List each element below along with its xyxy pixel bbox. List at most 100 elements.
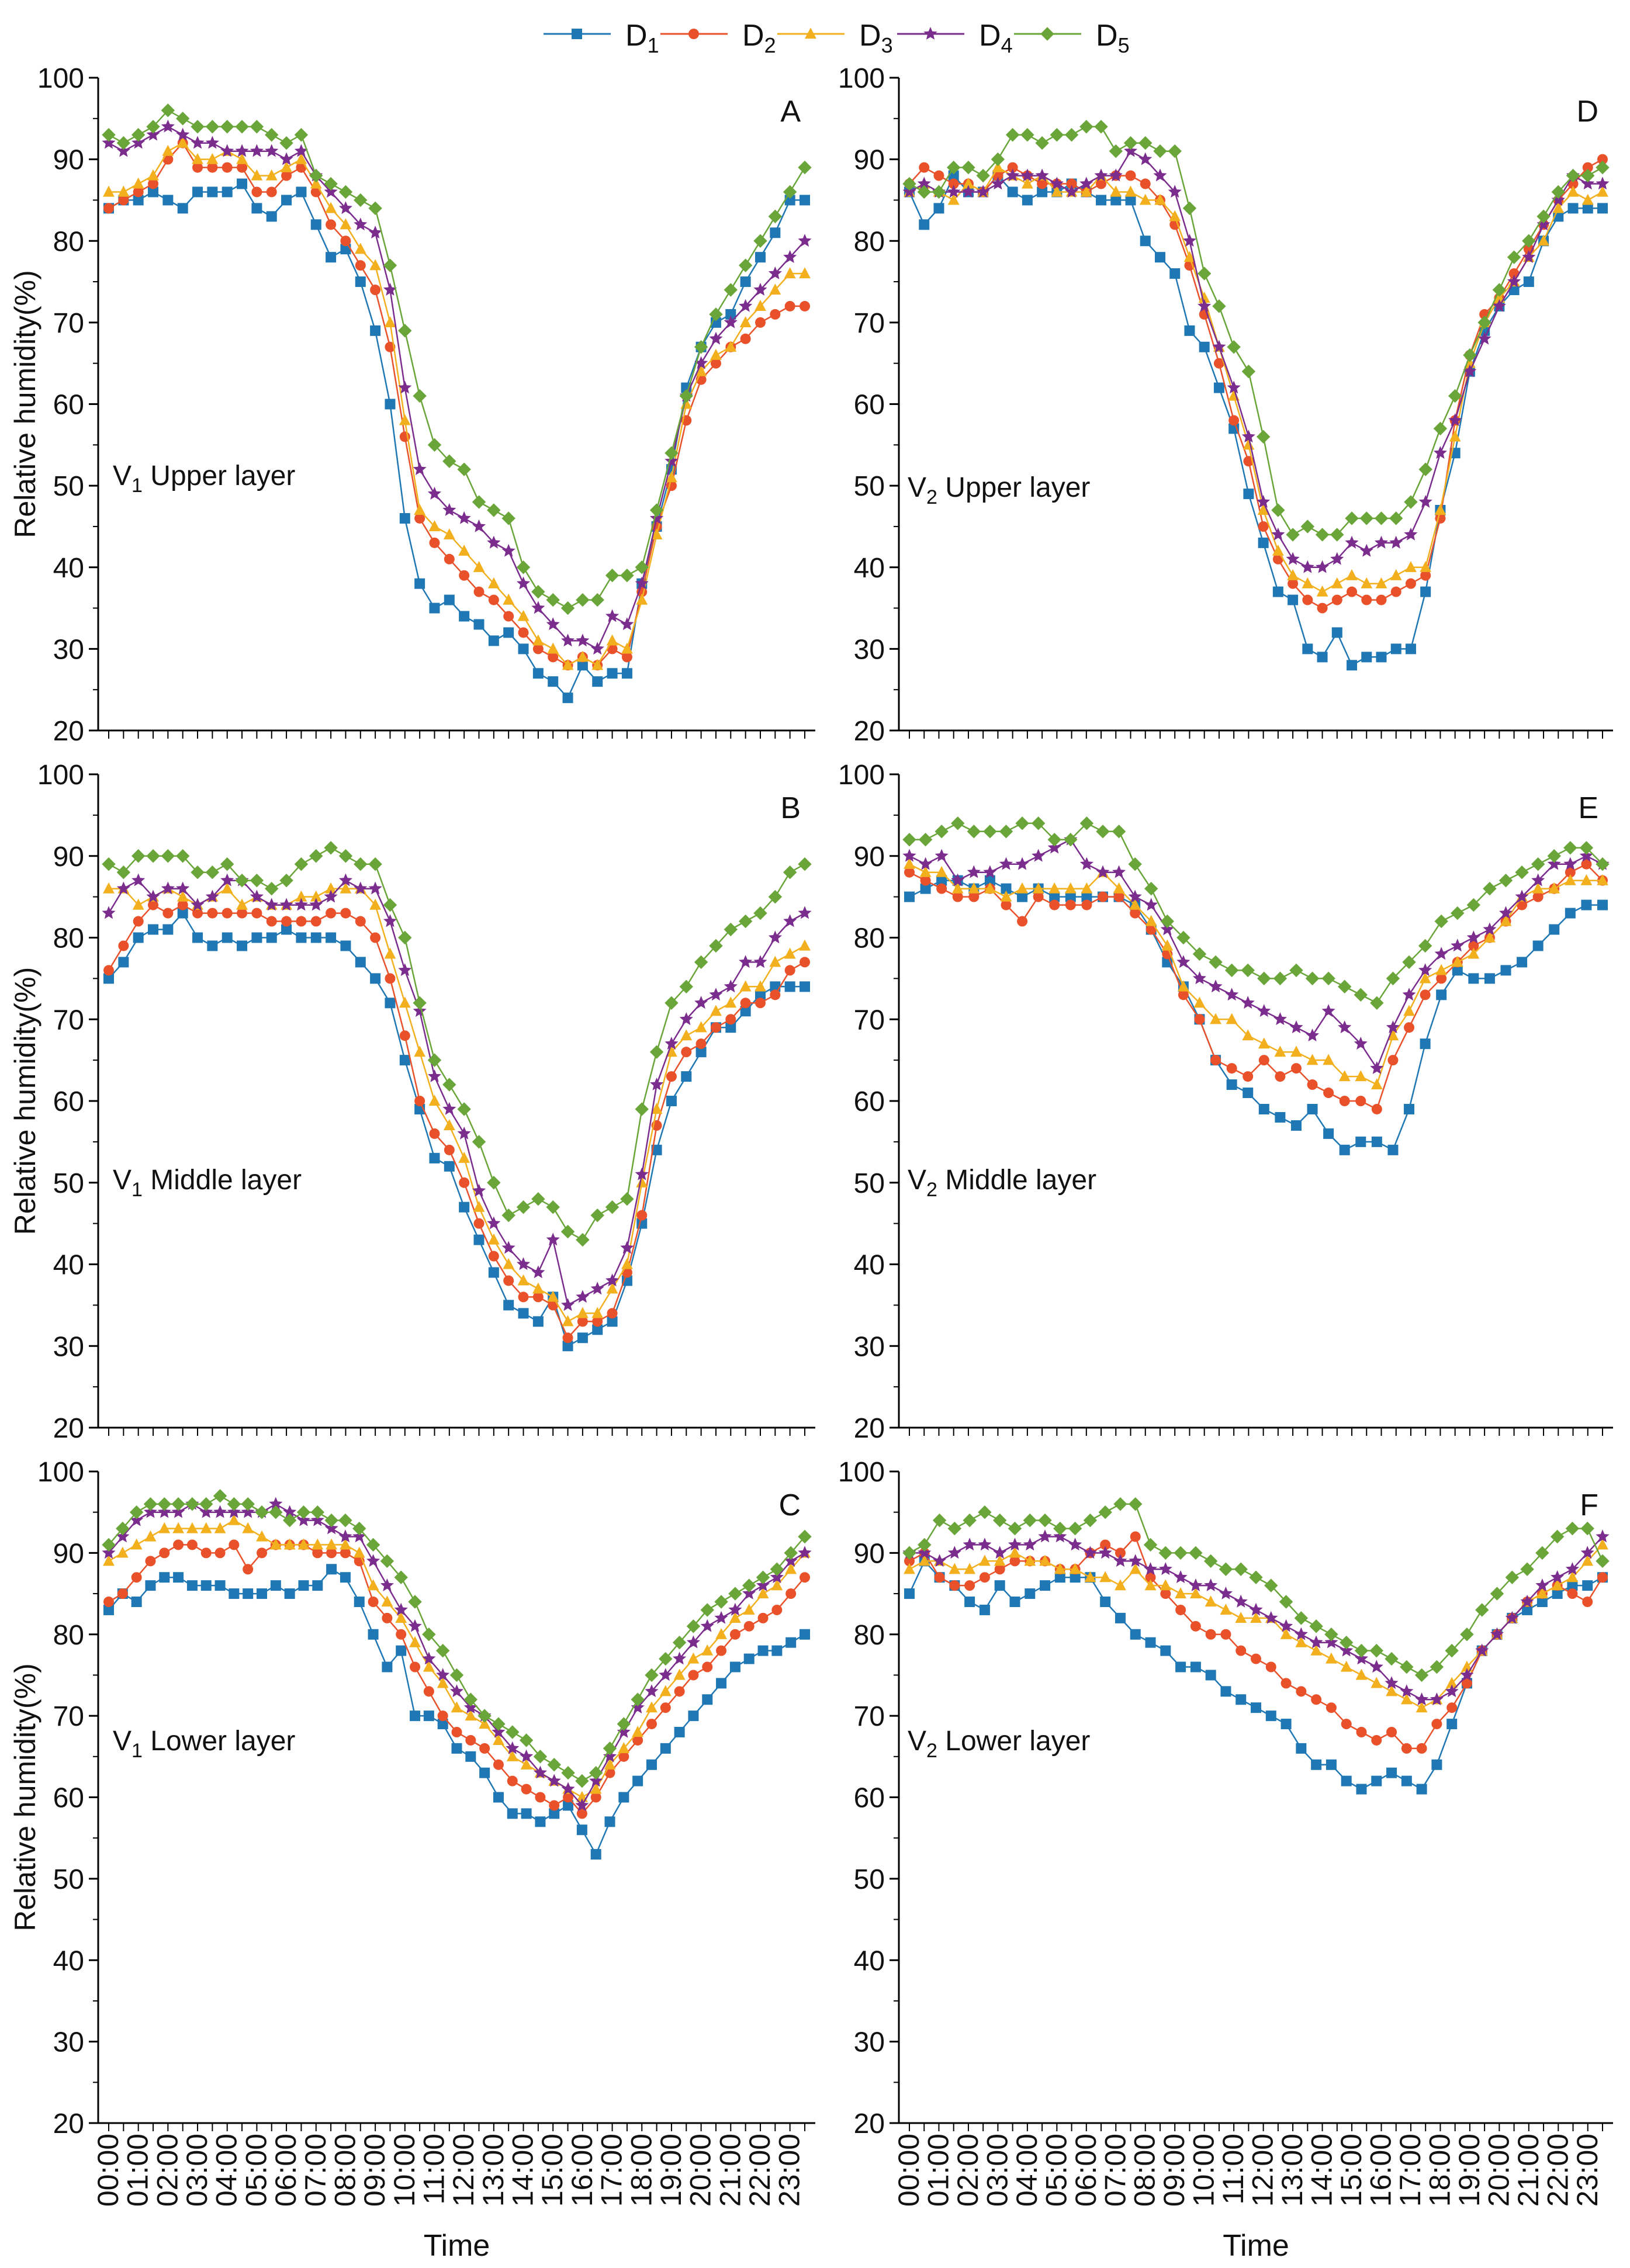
data-point-D1 [1356,1784,1367,1795]
data-point-D4 [783,250,797,263]
data-point-D2 [1420,989,1431,1000]
data-point-D5 [672,1635,687,1650]
data-point-D5 [1369,1643,1383,1658]
data-point-D1 [1184,325,1195,336]
data-point-D1 [632,1775,643,1786]
data-point-D3 [963,177,974,189]
data-point-D3 [1567,185,1579,197]
data-point-D5 [1321,971,1335,986]
data-point-D3 [269,1538,282,1550]
data-point-D1 [800,981,810,992]
data-point-D4 [650,1077,664,1090]
data-point-D3 [1597,1538,1608,1550]
data-point-D1 [740,276,751,288]
y-tick-label: 70 [854,308,885,339]
x-tick-label: 09:00 [358,2134,391,2207]
legend-label-d5: D5 [1096,19,1130,57]
data-point-D3 [1386,1685,1397,1696]
data-point-D1 [1532,940,1544,951]
data-point-D5 [917,185,931,199]
series-D4 [902,144,1610,573]
data-point-D2 [1356,1727,1367,1737]
data-point-D1 [131,1597,142,1607]
data-point-D3 [784,267,796,279]
data-point-D3 [951,882,964,894]
panel-D: 20 30 40 50 60 70 80 90 100 D V2 Upper layer [838,63,1613,747]
x-tick-label: 21:00 [1512,2134,1545,2207]
data-point-D5 [620,569,634,583]
data-point-D4 [1492,299,1506,312]
data-point-D2 [1258,1055,1269,1066]
data-point-D3 [771,1579,783,1591]
data-point-D1 [493,1792,504,1803]
data-point-D2 [1100,1539,1111,1550]
data-point-D5 [1551,185,1565,199]
data-point-D1 [1597,899,1608,910]
data-point-D2 [1461,1678,1472,1689]
data-point-D3 [1548,882,1560,894]
data-point-D3 [984,882,996,894]
data-point-D5 [413,996,427,1010]
data-point-D4 [235,144,249,157]
y-tick-label: 70 [53,1005,84,1036]
data-point-D4 [1113,1554,1127,1567]
data-point-D1 [743,1653,755,1664]
series-D2 [904,1531,1608,1754]
data-point-D1 [103,1604,114,1615]
data-point-D5 [1483,881,1497,896]
data-point-D4 [442,1102,456,1115]
data-point-D4 [116,1529,130,1543]
data-point-D3 [1564,874,1576,885]
data-point-D3 [1242,1029,1254,1041]
data-point-D5 [338,849,353,863]
data-point-D2 [507,1775,518,1786]
data-point-D3 [1449,430,1461,442]
data-point-D4 [1345,535,1359,549]
data-point-D2 [370,285,381,296]
data-point-D2 [702,1661,713,1673]
data-point-D2 [592,1316,603,1327]
y-tick-label: 20 [854,1413,885,1444]
data-point-D3 [1434,504,1446,515]
layer-label-main: V [113,1726,131,1757]
data-point-D5 [590,593,604,607]
data-point-D2 [177,899,188,910]
legend-label-d2: D2 [742,19,776,57]
data-point-D1 [162,924,174,935]
data-point-D4 [1340,1643,1354,1657]
data-point-D4 [368,226,382,239]
y-tick-label: 100 [37,1457,84,1488]
data-point-D3 [200,1522,212,1533]
y-tick-label: 90 [854,145,885,176]
data-point-D5 [1490,1587,1504,1601]
data-point-D1 [1523,276,1534,288]
data-point-D4 [1547,857,1561,870]
data-point-D3 [1536,1587,1548,1599]
data-point-D2 [148,899,159,910]
data-point-D5 [1047,833,1061,847]
x-axis-label: Time [1223,2229,1289,2263]
data-point-D2 [755,317,766,328]
data-point-D5 [368,857,382,871]
data-point-D3 [1435,964,1448,975]
data-point-D3 [650,1103,663,1114]
panel-letter: D [1576,95,1598,129]
data-point-D1 [1387,1144,1399,1155]
data-point-D4 [1008,1538,1022,1551]
data-point-D2 [904,867,915,878]
data-point-D5 [617,1717,631,1731]
legend-label-main: D [742,19,764,53]
data-point-D4 [1580,1546,1594,1559]
data-point-D4 [1354,1037,1368,1050]
data-point-D2 [473,586,484,597]
data-point-D5 [798,857,812,871]
data-point-D5 [279,873,293,888]
data-point-D3 [1295,1636,1307,1647]
data-point-D5 [561,1765,575,1780]
data-point-D3 [992,161,1004,172]
data-point-D1 [355,276,366,288]
data-point-D4 [547,1774,561,1787]
data-point-D1 [1290,1120,1302,1131]
data-point-D1 [444,594,455,605]
data-point-D1 [904,1588,915,1599]
